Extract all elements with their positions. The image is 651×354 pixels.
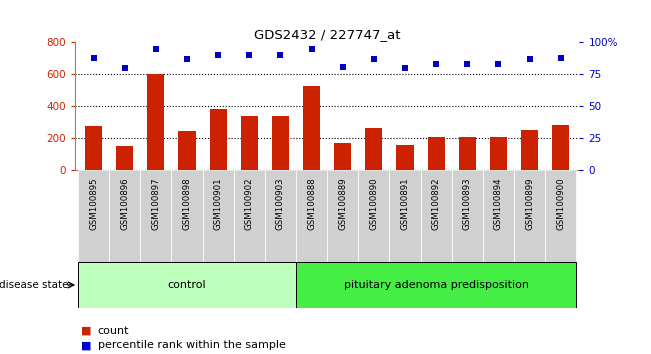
Point [337, 64, 348, 69]
Point [400, 65, 410, 71]
Point [431, 61, 441, 67]
Point [555, 55, 566, 61]
Bar [265, 170, 296, 262]
Point [150, 46, 161, 52]
Point [244, 52, 255, 58]
Bar [171, 170, 202, 262]
Bar [241, 116, 258, 170]
Bar [147, 74, 165, 170]
Bar [234, 170, 265, 262]
Bar [210, 109, 227, 170]
Text: GSM100895: GSM100895 [89, 177, 98, 230]
Text: GSM100899: GSM100899 [525, 177, 534, 230]
Point [524, 56, 534, 62]
Text: GSM100897: GSM100897 [151, 177, 160, 230]
Bar [78, 170, 109, 262]
Text: GSM100901: GSM100901 [214, 177, 223, 230]
Bar [452, 170, 483, 262]
Text: GSM100890: GSM100890 [369, 177, 378, 230]
Bar [545, 170, 576, 262]
Bar [490, 137, 507, 170]
Bar [483, 170, 514, 262]
Point [213, 52, 223, 58]
Text: ■: ■ [81, 326, 92, 336]
Bar [521, 130, 538, 170]
Text: GSM100893: GSM100893 [463, 177, 472, 230]
Bar [78, 262, 296, 308]
Bar [552, 125, 569, 170]
Bar [459, 137, 476, 170]
Point [182, 56, 192, 62]
Text: GSM100902: GSM100902 [245, 177, 254, 230]
Bar [334, 143, 352, 170]
Text: GSM100896: GSM100896 [120, 177, 129, 230]
Bar [116, 146, 133, 170]
Bar [327, 170, 358, 262]
Text: GSM100898: GSM100898 [182, 177, 191, 230]
Point [462, 61, 473, 67]
Text: GSM100888: GSM100888 [307, 177, 316, 230]
Bar [272, 116, 289, 170]
Bar [428, 137, 445, 170]
Point [493, 61, 504, 67]
Text: disease state: disease state [0, 280, 68, 290]
Text: ■: ■ [81, 340, 92, 350]
Point [89, 55, 99, 61]
Point [368, 56, 379, 62]
Bar [202, 170, 234, 262]
Text: GSM100900: GSM100900 [556, 177, 565, 230]
Text: GSM100891: GSM100891 [400, 177, 409, 230]
Point [120, 65, 130, 71]
Text: GSM100903: GSM100903 [276, 177, 285, 230]
Text: percentile rank within the sample: percentile rank within the sample [98, 340, 286, 350]
Text: GSM100889: GSM100889 [339, 177, 347, 230]
Bar [296, 170, 327, 262]
Title: GDS2432 / 227747_at: GDS2432 / 227747_at [254, 28, 400, 41]
Bar [303, 86, 320, 170]
Bar [514, 170, 545, 262]
Text: control: control [168, 280, 206, 290]
Text: GSM100892: GSM100892 [432, 177, 441, 230]
Bar [358, 170, 389, 262]
Bar [296, 262, 576, 308]
Bar [140, 170, 171, 262]
Text: count: count [98, 326, 129, 336]
Point [275, 52, 286, 58]
Point [307, 46, 317, 52]
Bar [85, 126, 102, 170]
Text: pituitary adenoma predisposition: pituitary adenoma predisposition [344, 280, 529, 290]
Bar [396, 145, 413, 170]
Bar [109, 170, 140, 262]
Text: GSM100894: GSM100894 [494, 177, 503, 230]
Bar [389, 170, 421, 262]
Bar [365, 128, 382, 170]
Bar [421, 170, 452, 262]
Bar [178, 131, 195, 170]
